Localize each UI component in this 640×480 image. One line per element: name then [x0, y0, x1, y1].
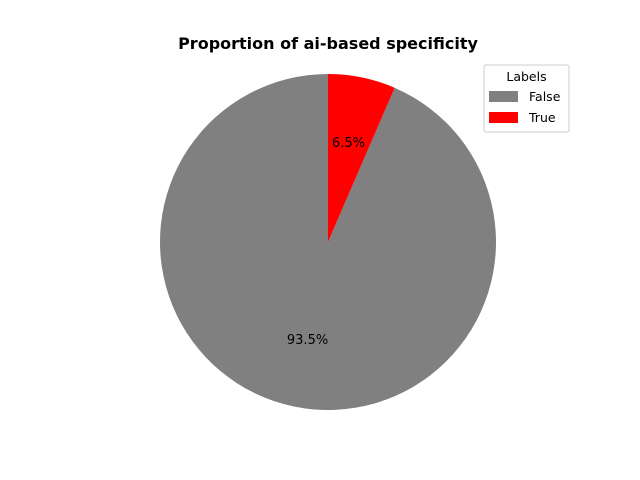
pie-slices: [160, 74, 496, 410]
legend-swatch-false: [489, 91, 518, 102]
pct-label-true: 6.5%: [332, 136, 365, 151]
legend: Labels False True: [483, 64, 570, 133]
pct-label-false: 93.5%: [287, 333, 328, 348]
chart-title: Proportion of ai-based specificity: [178, 34, 478, 53]
legend-items: False True: [489, 89, 561, 125]
legend-title: Labels: [506, 69, 546, 84]
legend-label-true: True: [528, 110, 556, 125]
legend-swatch-true: [489, 112, 518, 123]
pie-slice-true: [328, 74, 395, 242]
legend-label-false: False: [529, 89, 561, 104]
pie-percent-labels: 93.5% 6.5%: [287, 136, 365, 348]
